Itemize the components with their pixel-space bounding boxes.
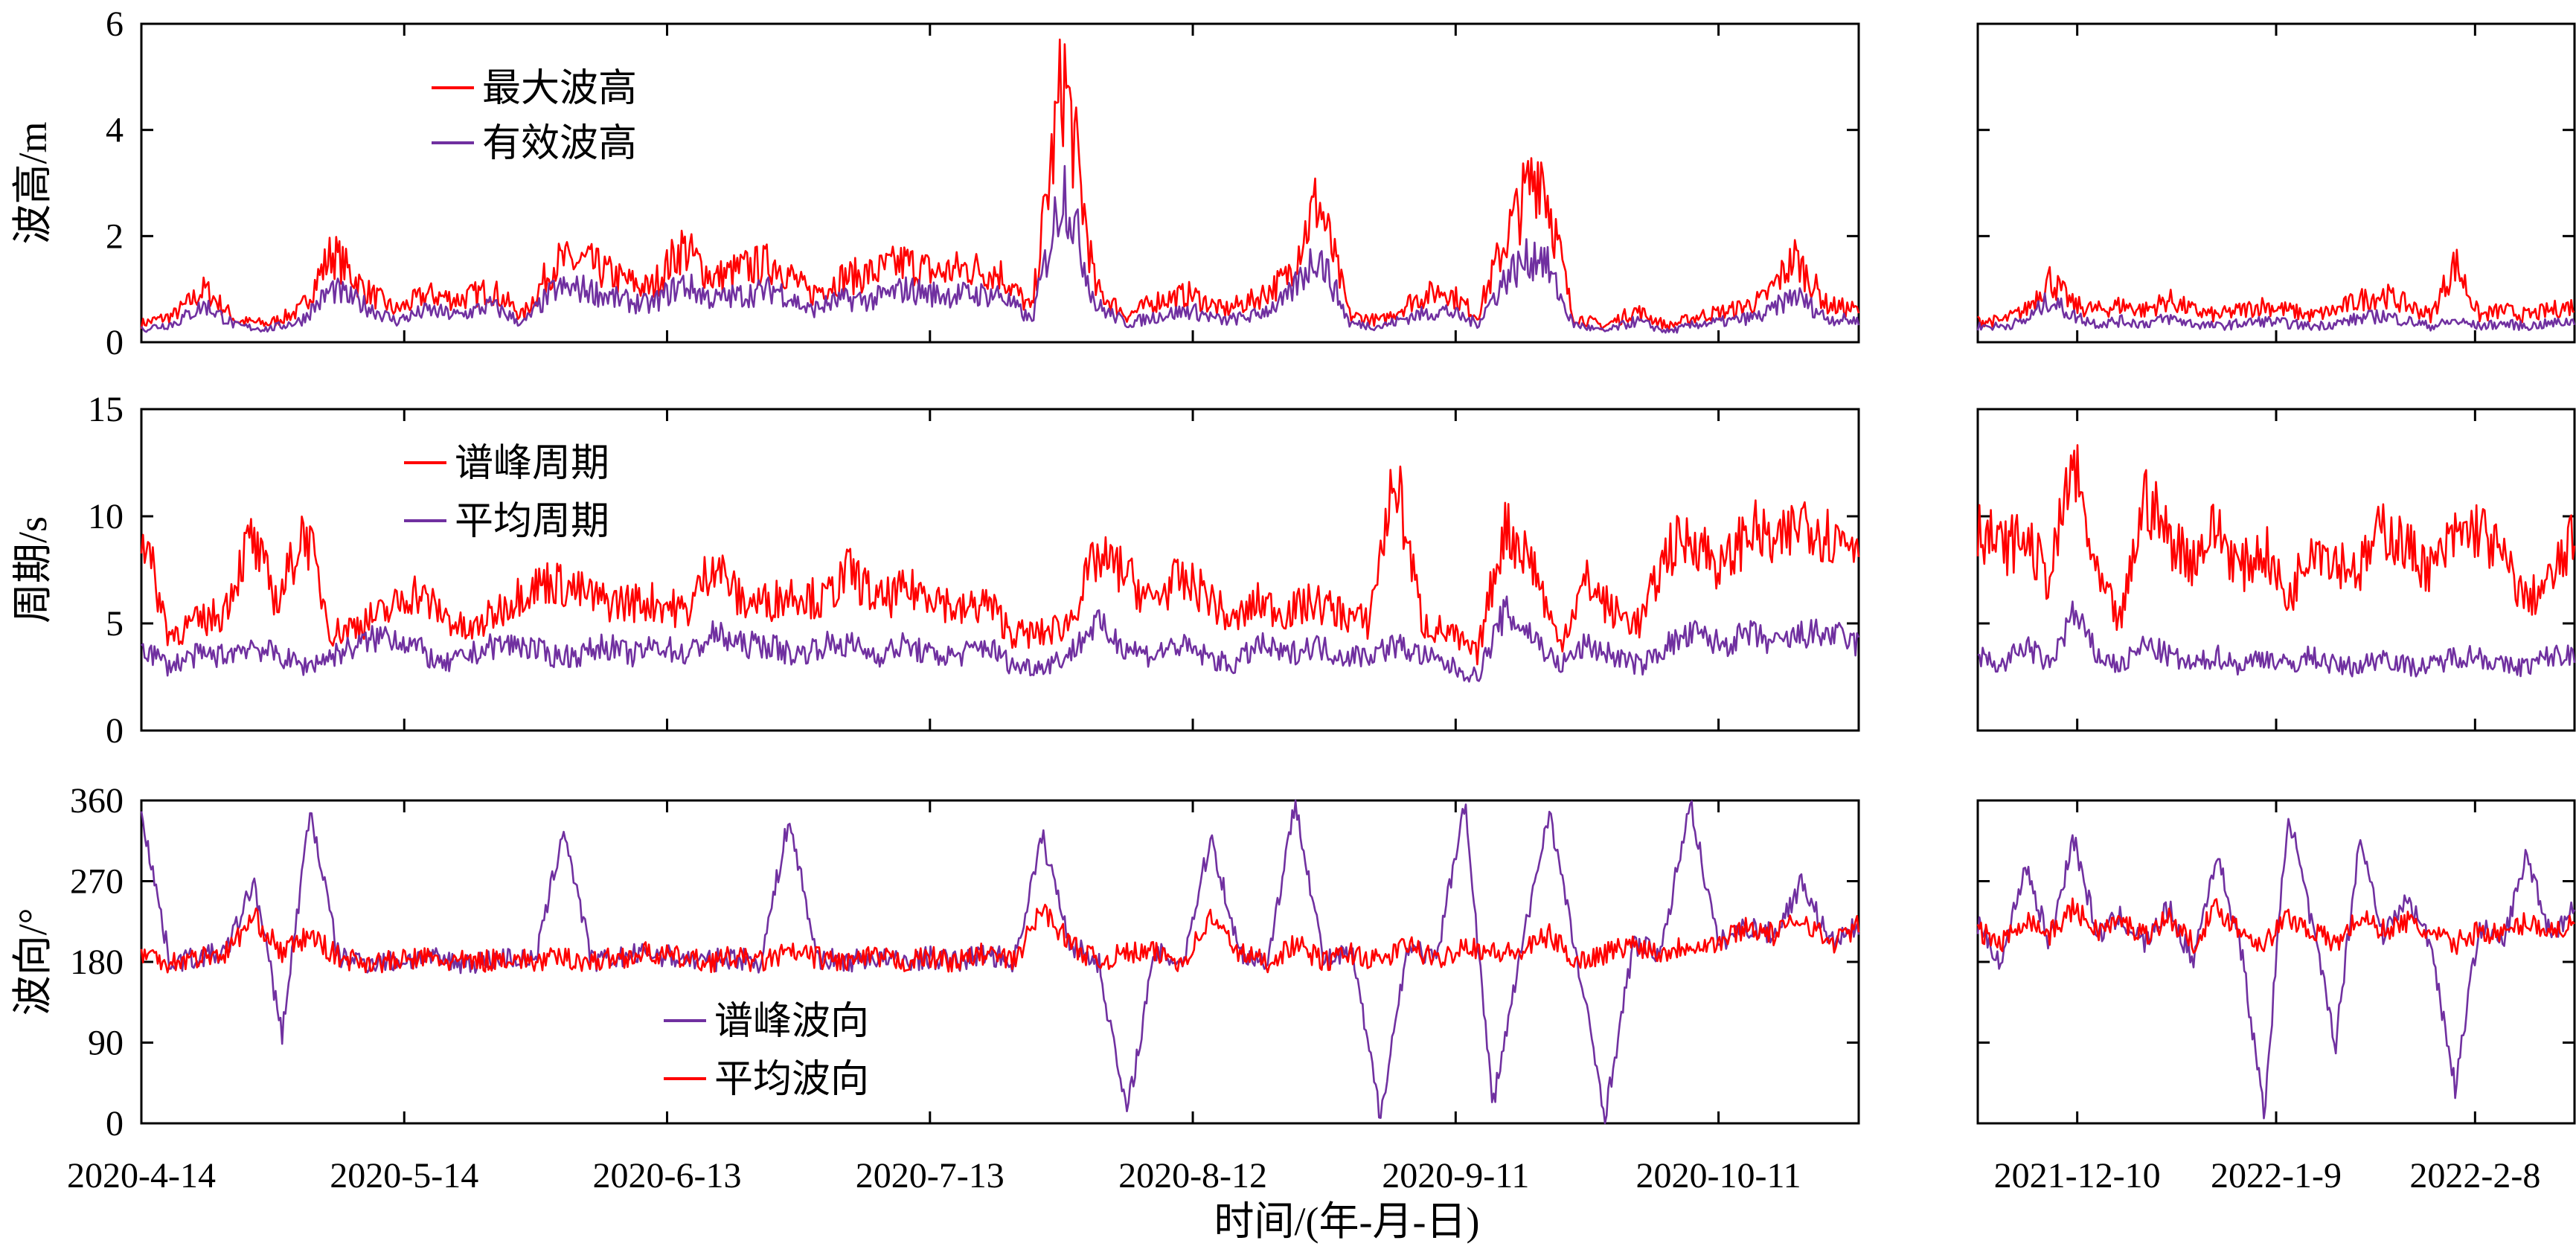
series-line-2-2-left xyxy=(141,595,1860,683)
series-line-3-2-right xyxy=(1976,897,2575,955)
ytick-label-3-4: 360 xyxy=(70,781,124,821)
xtick-label-left-0: 2020-4-14 xyxy=(67,1156,216,1195)
xtick-label-left-2: 2020-6-13 xyxy=(593,1156,742,1195)
ytick-label-2-0: 0 xyxy=(106,711,124,751)
x-axis-title: 时间/(年-月-日) xyxy=(1214,1199,1480,1244)
series-line-1-2-right xyxy=(1976,292,2576,332)
xtick-label-left-1: 2020-5-14 xyxy=(330,1156,478,1195)
panel-2-right-frame xyxy=(1976,408,2576,732)
xtick-label-left-5: 2020-9-11 xyxy=(1382,1156,1529,1195)
series-line-2-1-right xyxy=(1976,443,2576,632)
panel-2-ylabel: 周期/s xyxy=(10,516,55,623)
ytick-label-3-2: 180 xyxy=(70,943,124,982)
panel-1-ylabel: 波高/m xyxy=(10,121,55,244)
xtick-label-right-1: 2022-1-9 xyxy=(2211,1156,2342,1195)
panel-3-ylabel: 波向/° xyxy=(10,908,55,1016)
xtick-label-right-2: 2022-2-8 xyxy=(2409,1156,2540,1195)
ytick-label-1-3: 6 xyxy=(106,4,124,44)
ytick-label-3-1: 90 xyxy=(88,1024,124,1063)
ytick-label-1-2: 4 xyxy=(106,111,124,150)
ytick-label-2-2: 10 xyxy=(88,497,124,536)
series-line-3-2-left xyxy=(140,903,1860,974)
ytick-label-2-1: 5 xyxy=(106,604,124,643)
ytick-label-2-3: 15 xyxy=(88,390,124,429)
ytick-label-3-3: 270 xyxy=(70,862,124,902)
series-line-1-1-left xyxy=(140,38,1860,332)
ytick-label-1-1: 2 xyxy=(106,216,124,256)
series-line-3-1-right xyxy=(1976,818,2576,1120)
series-line-3-1-left xyxy=(140,799,1860,1125)
xtick-label-right-0: 2021-12-10 xyxy=(1994,1156,2161,1195)
series-line-1-2-left xyxy=(140,164,1860,334)
ytick-label-1-0: 0 xyxy=(106,323,124,362)
series-line-2-2-right xyxy=(1977,600,2576,678)
ytick-label-3-0: 0 xyxy=(106,1104,124,1143)
xtick-label-left-3: 2020-7-13 xyxy=(856,1156,1005,1195)
legend-label-max-wave: 最大波高 xyxy=(482,68,637,110)
xtick-label-left-6: 2020-10-11 xyxy=(1635,1156,1801,1195)
legend-label-mean-period: 平均周期 xyxy=(455,501,609,543)
legend-label-peak-period: 谱峰周期 xyxy=(455,443,609,485)
xtick-label-left-4: 2020-8-12 xyxy=(1118,1156,1267,1195)
legend-label-mean-dir: 平均波向 xyxy=(714,1059,869,1101)
panel-1-left-frame xyxy=(140,22,1860,344)
series-line-2-1-left xyxy=(140,465,1860,666)
legend-label-sig-wave: 有效波高 xyxy=(482,123,637,165)
legend-label-peak-dir: 谱峰波向 xyxy=(714,1001,869,1043)
panel-2-left-frame xyxy=(140,408,1860,732)
series-line-1-1-right xyxy=(1977,248,2575,328)
